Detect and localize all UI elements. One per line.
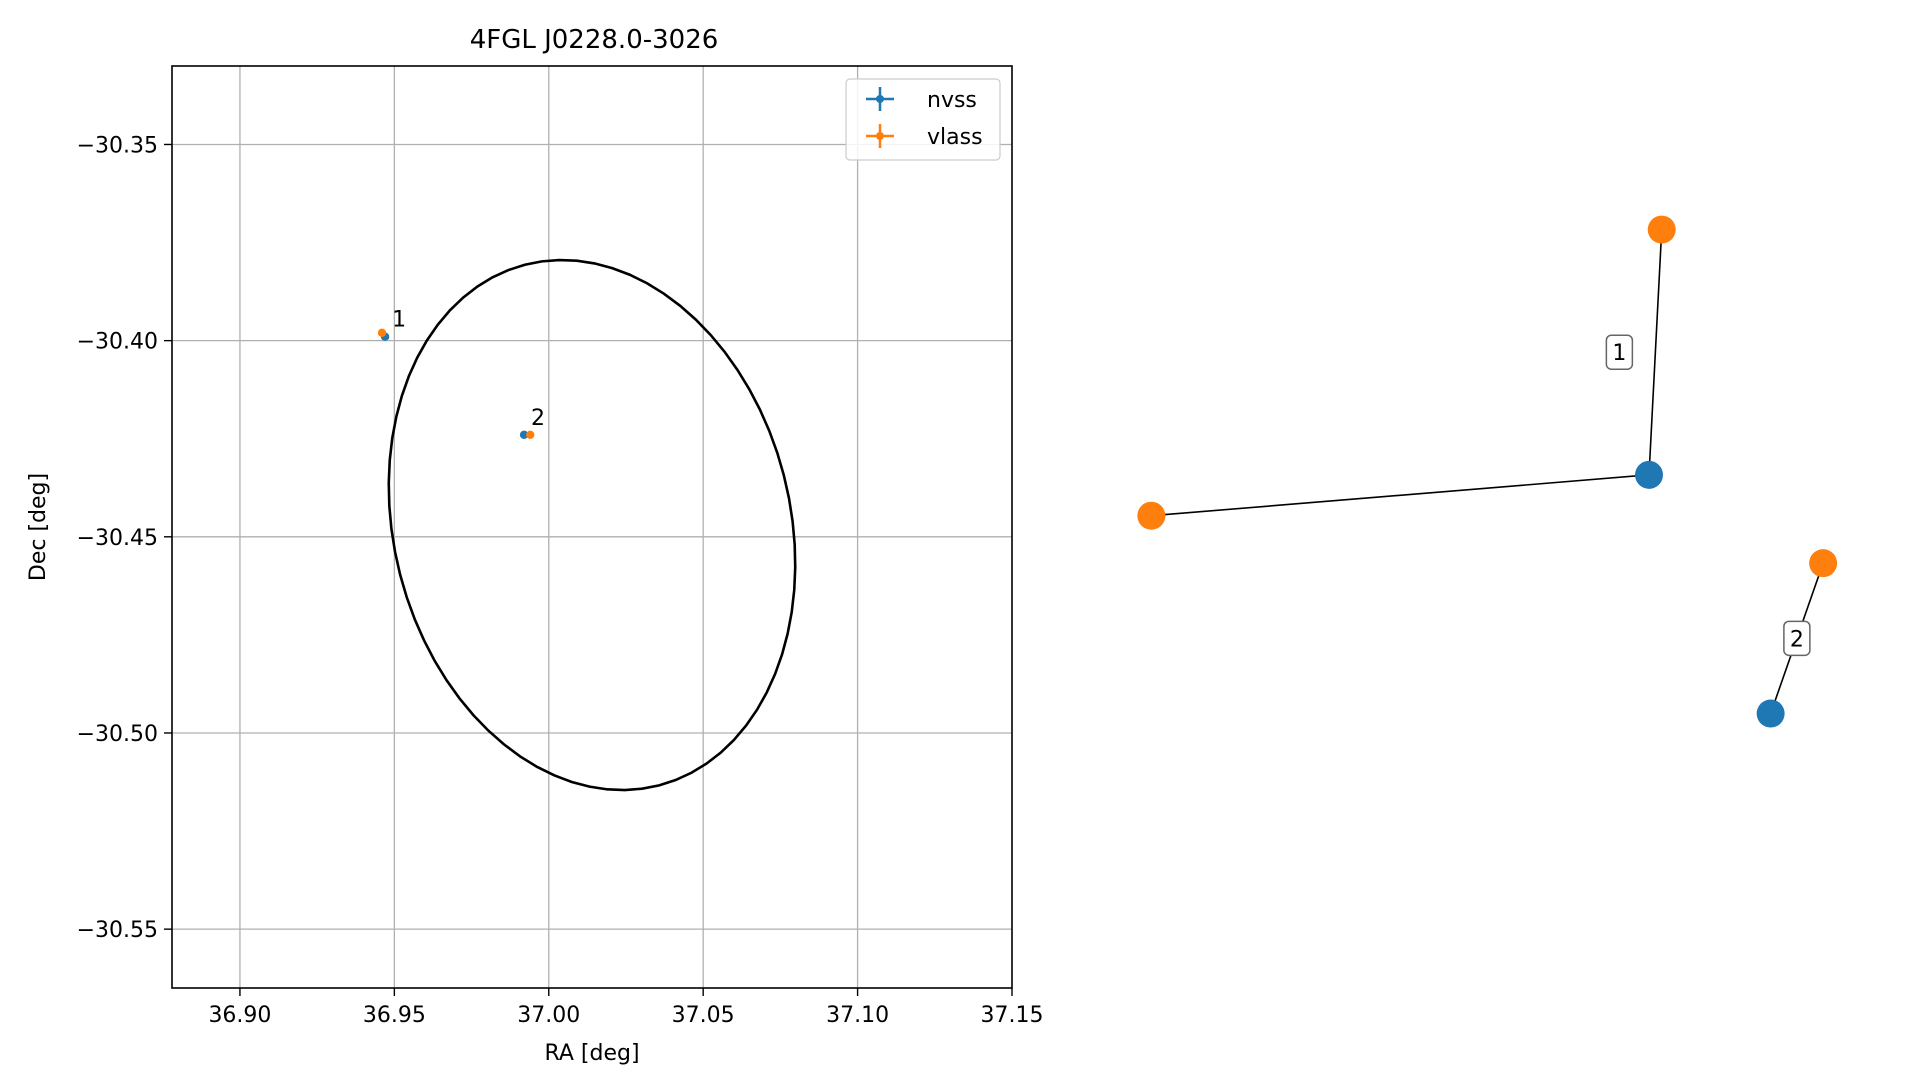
chart-title: 4FGL J0228.0-3026 xyxy=(470,25,719,55)
network-panel: 12 xyxy=(1137,215,1838,728)
legend-label-vlass: vlass xyxy=(927,125,983,150)
x-axis-label: RA [deg] xyxy=(544,1041,639,1066)
network-group: 2 xyxy=(1756,549,1838,728)
error-ellipse-layer xyxy=(387,258,797,792)
x-tick-label: 37.10 xyxy=(826,1003,889,1028)
y-tick-label: −30.45 xyxy=(77,526,158,551)
edge-label: 1 xyxy=(1605,334,1634,370)
network-edge xyxy=(1648,229,1663,475)
edge-label: 2 xyxy=(1783,620,1811,657)
plot-frame xyxy=(171,65,1013,989)
legend-marker-vlass xyxy=(866,124,894,148)
vlass-node xyxy=(1137,501,1166,530)
y-tick-label: −30.40 xyxy=(77,330,158,355)
x-tick-label: 36.90 xyxy=(208,1003,271,1028)
network-group: 1 xyxy=(1137,215,1676,530)
vlass-point xyxy=(377,328,387,337)
axis-ticks: 36.90 36.95 37.00 37.05 37.10 37.15 −30.35 −30.… xyxy=(77,133,1044,1028)
data-points: 12 xyxy=(377,308,545,439)
legend-marker-nvss xyxy=(866,87,894,111)
x-tick-label: 37.00 xyxy=(517,1003,580,1028)
legend-label-nvss: nvss xyxy=(927,88,977,113)
nvss-node xyxy=(1635,460,1664,489)
x-tick-label: 37.05 xyxy=(672,1003,735,1028)
nvss-point xyxy=(519,430,529,439)
edge-label-box xyxy=(1605,334,1634,370)
point-label: 2 xyxy=(531,406,545,431)
y-tick-label: −30.35 xyxy=(77,133,158,158)
point-label: 1 xyxy=(392,308,406,333)
x-tick-label: 37.15 xyxy=(981,1003,1044,1028)
nvss-node xyxy=(1756,699,1785,728)
network-edge xyxy=(1151,474,1650,517)
vlass-point xyxy=(526,430,535,439)
grid xyxy=(172,66,1012,988)
legend: nvss vlass xyxy=(845,78,1001,161)
y-tick-label: −30.50 xyxy=(77,722,158,747)
vlass-node xyxy=(1647,215,1676,244)
edge-label-text: 1 xyxy=(1612,341,1626,366)
vlass-node xyxy=(1809,549,1838,578)
edge-label-box xyxy=(1783,620,1811,657)
y-axis-label: Dec [deg] xyxy=(26,473,51,581)
error-ellipse xyxy=(387,258,797,792)
y-tick-label: −30.55 xyxy=(77,918,158,943)
edge-label-text: 2 xyxy=(1790,627,1804,652)
x-tick-label: 36.95 xyxy=(363,1003,426,1028)
scatter-panel: 4FGL J0228.0-3026 12 36.90 36.95 37.00 37.0… xyxy=(26,25,1043,1066)
